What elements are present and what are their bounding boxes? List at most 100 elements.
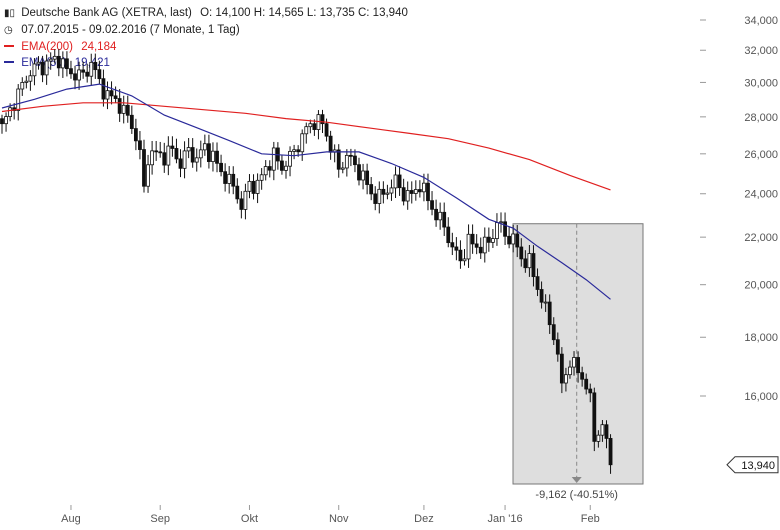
- candle-body: [81, 69, 86, 73]
- candle-body: [474, 243, 479, 248]
- x-tick-label: Okt: [241, 513, 258, 525]
- candle-body: [182, 150, 187, 169]
- candle-body: [559, 353, 564, 384]
- candle-body: [470, 233, 475, 245]
- candle-body: [580, 372, 585, 380]
- candle-body: [77, 69, 81, 81]
- ema50-swatch: [4, 60, 14, 63]
- y-tick-label: 26,000: [744, 149, 778, 161]
- candle-body: [215, 150, 219, 164]
- candle-body: [604, 424, 609, 439]
- candle-body: [8, 107, 13, 117]
- legend-period: 07.07.2015 - 09.02.2016 (7 Monate, 1 Tag…: [21, 24, 240, 36]
- candle-body: [357, 164, 361, 181]
- candle-body: [4, 116, 8, 125]
- candle-body: [52, 55, 57, 60]
- y-tick-label: 30,000: [744, 77, 778, 89]
- ema200-swatch: [4, 44, 14, 47]
- candle-body: [255, 179, 260, 194]
- candle-body: [426, 182, 430, 202]
- candle-body: [142, 149, 146, 187]
- candle-body: [178, 158, 183, 169]
- candle-body: [97, 69, 102, 80]
- candle-body: [564, 374, 568, 384]
- legend-ema200-row[interactable]: EMA(200) 24,184: [4, 39, 408, 55]
- candle-body: [409, 190, 414, 194]
- candle-body: [288, 151, 292, 167]
- candle-body: [568, 366, 572, 376]
- candle-body: [235, 185, 240, 200]
- y-tick-label: 28,000: [744, 112, 778, 124]
- candle-body: [503, 221, 507, 237]
- candle-body: [462, 258, 467, 262]
- candle-body: [36, 61, 41, 65]
- candle-body: [296, 149, 301, 153]
- candle-body: [592, 392, 597, 442]
- candle-body: [454, 246, 459, 251]
- candle-body: [466, 233, 471, 260]
- candle-body: [413, 189, 418, 194]
- last-price-tag-text: 13,940: [741, 460, 775, 472]
- legend-title-row: ▮▯ Deutsche Bank AG (XETRA, last) O: 14,…: [4, 5, 408, 22]
- candle-body: [389, 187, 394, 194]
- range-change-label: -9,162 (-40.51%): [535, 489, 618, 501]
- candle-body: [486, 236, 491, 243]
- ema200-line: [1, 102, 611, 191]
- ema200-value: 24,184: [81, 41, 117, 53]
- candle-body: [344, 154, 349, 169]
- candle-body: [207, 143, 211, 162]
- candle-body: [65, 58, 69, 70]
- candle-body: [507, 235, 512, 245]
- candle-body: [450, 242, 455, 248]
- x-tick-label: Dez: [414, 513, 434, 525]
- candle-body: [555, 339, 560, 355]
- candle-body: [93, 61, 98, 71]
- candle-body: [369, 184, 374, 195]
- candle-body: [499, 221, 503, 224]
- candle-body: [105, 90, 110, 100]
- candle-body: [69, 68, 73, 75]
- candle-body: [73, 73, 77, 81]
- candle-body: [198, 149, 203, 159]
- candle-body: [588, 388, 593, 394]
- y-tick-label: 24,000: [744, 189, 778, 201]
- candle-body: [146, 164, 150, 187]
- ema50-line: [1, 83, 611, 300]
- candle-body: [527, 253, 532, 269]
- candle-body: [174, 148, 179, 160]
- candle-body: [320, 114, 325, 125]
- candle-body: [430, 200, 434, 210]
- candle-body: [300, 133, 305, 153]
- candle-body: [422, 182, 426, 193]
- ema-lines: [1, 83, 611, 300]
- candle-body: [247, 180, 252, 192]
- candles: [0, 49, 613, 474]
- candle-body: [446, 226, 451, 244]
- candle-body: [271, 147, 276, 171]
- x-tick-label: Jan '16: [487, 513, 522, 525]
- candle-body: [539, 289, 544, 303]
- candlestick-icon: ▮▯: [4, 8, 16, 19]
- candle-body: [251, 180, 256, 194]
- x-tick-label: Nov: [329, 513, 349, 525]
- candle-body: [348, 154, 353, 157]
- candle-body: [227, 173, 232, 184]
- candle-body: [312, 123, 317, 130]
- candle-body: [85, 71, 90, 77]
- candle-body: [535, 276, 540, 290]
- candle-body: [190, 147, 195, 163]
- candle-body: [547, 301, 552, 326]
- legend-ohlc: O: 14,100 H: 14,565 L: 13,735 C: 13,940: [200, 7, 408, 19]
- candle-body: [519, 246, 524, 260]
- y-tick-label: 20,000: [744, 280, 778, 292]
- candle-body: [89, 61, 94, 77]
- candle-body: [158, 151, 163, 154]
- candle-body: [186, 147, 191, 152]
- candle-body: [490, 238, 495, 243]
- candle-body: [336, 149, 341, 170]
- candle-body: [219, 162, 223, 173]
- candle-body: [211, 150, 215, 162]
- candle-body: [600, 424, 605, 436]
- candle-body: [125, 104, 130, 116]
